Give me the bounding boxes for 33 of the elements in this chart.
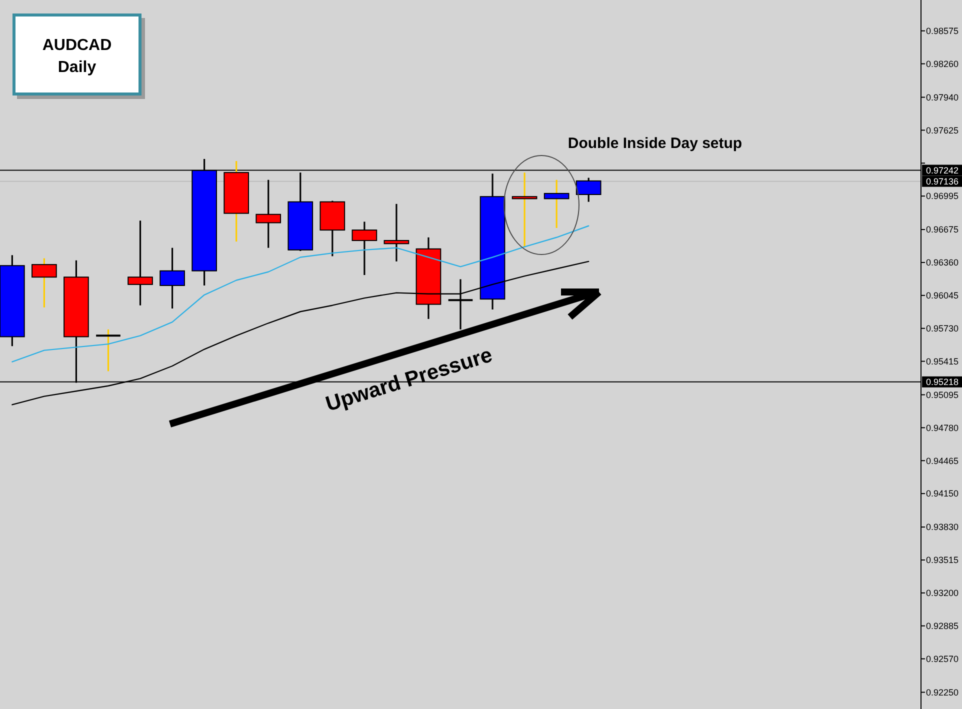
y-tick-label: 0.93830 — [926, 522, 959, 532]
y-tick-label: 0.93515 — [926, 555, 959, 566]
candlestick — [95, 328, 122, 372]
ref-line-label: 0.97242 — [926, 165, 959, 176]
y-tick-label: 0.98575 — [926, 26, 959, 36]
text: AUDCAD — [42, 37, 112, 54]
y-tick-label: 0.94150 — [926, 488, 959, 499]
y-tick-label: 0.96360 — [926, 258, 959, 268]
y-tick-label: 0.96995 — [926, 191, 959, 202]
y-tick-label: 0.92885 — [926, 621, 959, 632]
y-tick-label: 0.96045 — [926, 290, 959, 301]
y-tick-label: 0.93200 — [926, 588, 959, 598]
annotation: Double Inside Day setup — [568, 135, 742, 152]
y-tick-label: 0.92250 — [926, 687, 959, 698]
candlestick — [447, 278, 474, 330]
candlestick — [512, 172, 538, 248]
y-tick-label: 0.94780 — [926, 422, 959, 433]
text: Daily — [58, 59, 96, 76]
y-tick-label: 0.97625 — [926, 125, 959, 136]
ref-line-label: 0.95218 — [926, 377, 959, 388]
candlestick — [544, 179, 570, 229]
y-tick-label: 0.94465 — [926, 456, 959, 466]
y-tick-label: 0.97940 — [926, 92, 959, 102]
y-tick-label: 0.98260 — [926, 58, 959, 69]
y-tick-label: 0.92570 — [926, 654, 959, 664]
ref-line-label: 0.97136 — [926, 176, 959, 186]
y-tick-label: 0.95415 — [926, 356, 959, 366]
y-tick-label: 0.96675 — [926, 224, 959, 235]
candlestick — [128, 220, 153, 306]
y-tick-label: 0.95730 — [926, 324, 959, 334]
candlestick — [256, 179, 282, 249]
y-tick-label: 0.95095 — [926, 390, 959, 400]
candlestick — [384, 203, 410, 262]
